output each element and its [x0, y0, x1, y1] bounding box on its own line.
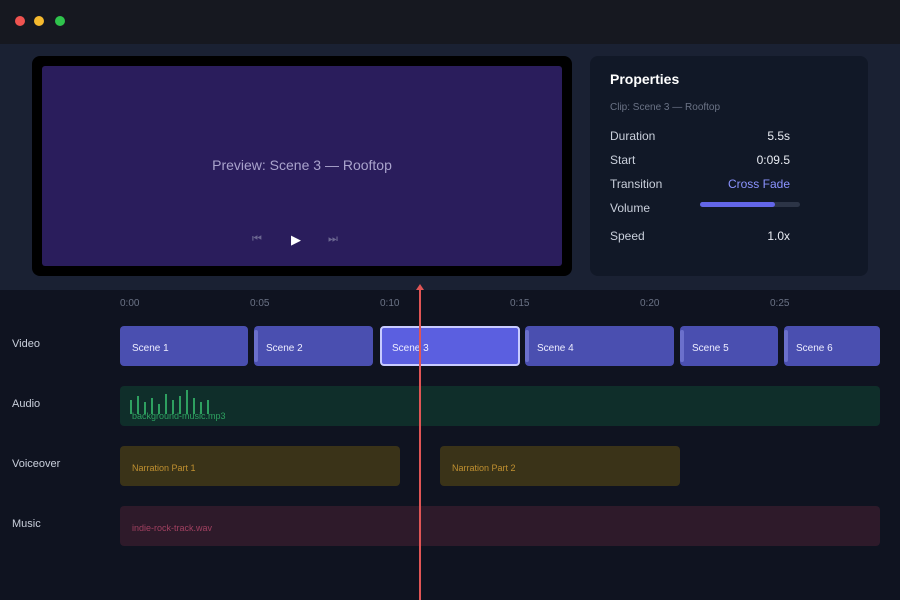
property-value: 0:09.5 [756, 153, 790, 167]
waveform [130, 390, 209, 414]
voiceover-clip[interactable]: Narration Part 1 [120, 446, 400, 486]
property-label: Start [610, 153, 636, 167]
video-clip[interactable]: Scene 1 [120, 326, 248, 366]
clip-handle [525, 330, 529, 362]
track-label: Audio [12, 398, 41, 410]
properties-title: Properties [610, 71, 680, 87]
video-clip[interactable]: Scene 6 [784, 326, 880, 366]
clip-label: Scene 1 [132, 343, 169, 354]
time-tick: 0:00 [120, 298, 140, 309]
clip-label: indie-rock-track.wav [132, 523, 213, 533]
clip-label: Narration Part 1 [132, 463, 196, 473]
property-value: 1.0x [767, 229, 790, 243]
minimize-button[interactable] [34, 16, 44, 26]
video-clip-selected[interactable]: Scene 3 [380, 326, 520, 366]
clip-label: Scene 2 [266, 343, 303, 354]
track-label: Music [12, 518, 41, 530]
property-label: Speed [610, 229, 645, 243]
property-value: 5.5s [767, 129, 790, 143]
transition-value[interactable]: Cross Fade [727, 177, 790, 191]
close-button[interactable] [15, 16, 25, 26]
time-tick: 0:10 [380, 298, 400, 309]
time-tick: 0:20 [640, 298, 660, 309]
clip-handle [784, 330, 788, 362]
time-tick: 0:05 [250, 298, 270, 309]
clip-label: Scene 3 [392, 343, 429, 354]
clip-label: Scene 6 [796, 343, 833, 354]
clip-handle [680, 330, 684, 362]
clip-label: Scene 4 [537, 343, 574, 354]
preview-screen: Preview: Scene 3 — Rooftop ⏮ ▶ ⏭ [42, 66, 562, 266]
preview-title: Preview: Scene 3 — Rooftop [212, 157, 392, 173]
track-label: Voiceover [12, 458, 61, 470]
clip-label: background-music.mp3 [132, 411, 226, 421]
voiceover-clip[interactable]: Narration Part 2 [440, 446, 680, 486]
time-tick: 0:15 [510, 298, 530, 309]
properties-panel: Properties Clip: Scene 3 — Rooftop Durat… [590, 56, 868, 276]
forward-button[interactable]: ⏭ [328, 233, 338, 245]
property-label: Volume [610, 201, 651, 215]
property-label: Duration [610, 129, 656, 143]
music-clip[interactable]: indie-rock-track.wav [120, 506, 880, 546]
audio-clip[interactable]: background-music.mp3 [120, 386, 880, 426]
volume-fill [700, 202, 775, 207]
property-label: Transition [610, 177, 663, 191]
play-button[interactable]: ▶ [291, 232, 301, 247]
maximize-button[interactable] [55, 16, 65, 26]
time-tick: 0:25 [770, 298, 790, 309]
video-clip[interactable]: Scene 4 [525, 326, 674, 366]
preview-frame: Preview: Scene 3 — Rooftop ⏮ ▶ ⏭ [32, 56, 572, 276]
title-bar [0, 0, 900, 44]
volume-slider[interactable] [700, 202, 800, 207]
playhead[interactable] [414, 284, 426, 600]
clip-label: Scene 5 [692, 343, 729, 354]
clip-label: Narration Part 2 [452, 463, 516, 473]
track-label: Video [12, 338, 40, 350]
rewind-button[interactable]: ⏮ [252, 233, 262, 245]
clip-handle [254, 330, 258, 362]
clip-name: Clip: Scene 3 — Rooftop [610, 102, 721, 113]
video-clip[interactable]: Scene 2 [254, 326, 373, 366]
video-clip[interactable]: Scene 5 [680, 326, 778, 366]
